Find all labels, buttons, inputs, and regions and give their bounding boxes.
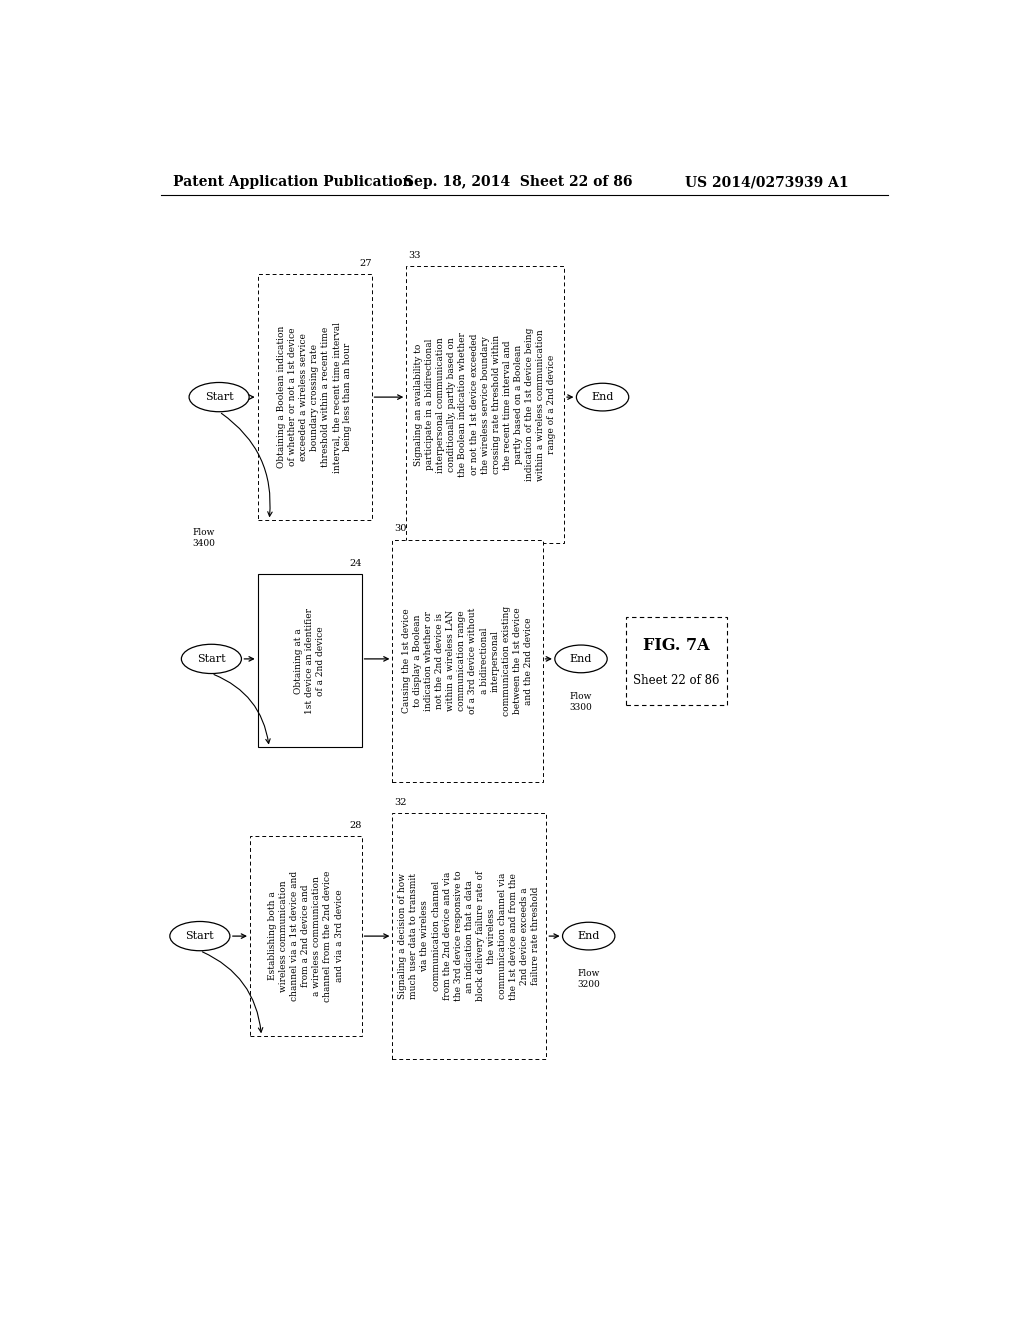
Bar — [627, 616, 727, 705]
Text: Patent Application Publication: Patent Application Publication — [173, 176, 413, 189]
Ellipse shape — [189, 383, 249, 412]
Text: FIG. 7A: FIG. 7A — [643, 638, 710, 655]
Text: 33: 33 — [408, 251, 420, 260]
Text: End: End — [569, 653, 592, 664]
Text: 24: 24 — [349, 560, 361, 568]
Text: Start: Start — [185, 931, 214, 941]
Bar — [258, 574, 361, 747]
Text: Obtaining a Boolean indication
of whether or not a 1st device
exceeded a wireles: Obtaining a Boolean indication of whethe… — [276, 322, 352, 473]
Text: Sheet 22 of 86: Sheet 22 of 86 — [633, 673, 720, 686]
Text: Flow
3200: Flow 3200 — [578, 969, 600, 989]
Text: Sep. 18, 2014  Sheet 22 of 86: Sep. 18, 2014 Sheet 22 of 86 — [403, 176, 633, 189]
Text: End: End — [592, 392, 613, 403]
Text: Causing the 1st device
to display a Boolean
indication whether or
not the 2nd de: Causing the 1st device to display a Bool… — [401, 606, 532, 715]
Bar — [392, 813, 547, 1059]
Text: Flow
3300: Flow 3300 — [569, 692, 593, 711]
Ellipse shape — [562, 923, 614, 950]
Text: Establishing both a
wireless communication
channel via a 1st device and
from a 2: Establishing both a wireless communicati… — [268, 870, 343, 1002]
Text: 30: 30 — [394, 524, 407, 533]
Bar — [407, 267, 564, 544]
Ellipse shape — [181, 644, 242, 673]
Text: Obtaining at a
1st device an identifier
of a 2nd device: Obtaining at a 1st device an identifier … — [294, 607, 326, 714]
Text: Signaling an availability to
participate in a bidirectional
interpersonal commun: Signaling an availability to participate… — [414, 329, 556, 482]
Text: 28: 28 — [349, 821, 361, 830]
Ellipse shape — [170, 921, 230, 950]
Text: 27: 27 — [359, 259, 372, 268]
Bar — [258, 275, 372, 520]
Text: Start: Start — [197, 653, 225, 664]
Text: End: End — [578, 931, 600, 941]
Bar — [392, 540, 543, 781]
Text: 32: 32 — [394, 797, 407, 807]
Ellipse shape — [577, 383, 629, 411]
Text: US 2014/0273939 A1: US 2014/0273939 A1 — [685, 176, 849, 189]
Text: Flow
3400: Flow 3400 — [193, 528, 215, 548]
Text: Signaling a decision of how
much user data to transmit
via the wireless
communic: Signaling a decision of how much user da… — [398, 871, 541, 1002]
Text: Start: Start — [205, 392, 233, 403]
Bar — [250, 836, 361, 1036]
Ellipse shape — [555, 645, 607, 673]
